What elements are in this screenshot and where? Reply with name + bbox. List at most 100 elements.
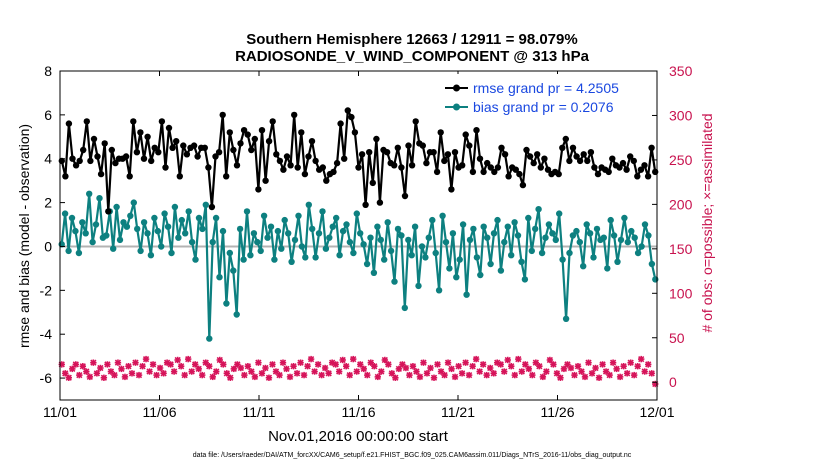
rmse-point <box>215 149 223 156</box>
bias-point <box>130 199 137 206</box>
rmse-point <box>223 173 230 180</box>
obs-assimilated-marker <box>213 368 220 375</box>
obs-assimilated-marker <box>364 371 371 379</box>
bias-point <box>226 249 233 257</box>
x-axis-ticks: 11/01 11/06 11/11 11/16 11/21 11/26 12/01 <box>43 71 675 420</box>
obs-assimilated-marker <box>237 364 245 372</box>
obs-assimilated-marker <box>293 370 301 377</box>
bias-point <box>480 223 487 230</box>
obs-assimilated-marker <box>325 370 332 377</box>
rmse-point <box>537 164 544 171</box>
obs-assimilated-marker <box>430 374 438 381</box>
rmse-point <box>541 155 548 162</box>
rmse-point <box>408 162 416 169</box>
legend-rmse-marker <box>453 84 460 92</box>
obs-assimilated-marker <box>392 374 399 381</box>
right-axis-ticks: 0 50 100 150 200 250 300 350 <box>652 63 693 390</box>
rmse-point <box>441 157 448 165</box>
bias-point <box>453 274 460 281</box>
obs-assimilated-marker <box>609 359 617 366</box>
bias-point <box>477 271 484 279</box>
right-tick-label: 50 <box>669 330 685 346</box>
obs-assimilated-marker <box>613 365 620 373</box>
obs-assimilated-marker <box>251 373 259 381</box>
bias-point <box>257 247 264 255</box>
obs-assimilated-marker <box>111 371 118 379</box>
bias-point <box>511 219 518 226</box>
rmse-point <box>584 157 591 165</box>
bias-point <box>357 230 364 237</box>
rmse-point <box>333 159 341 167</box>
obs-assimilated-marker <box>479 361 487 368</box>
legend-box <box>440 74 647 118</box>
rmse-point <box>105 208 112 215</box>
rmse-point <box>376 199 384 206</box>
bias-point <box>278 245 285 252</box>
bias-point <box>590 254 597 261</box>
obs-assimilated-marker <box>65 374 72 381</box>
obs-assimilated-marker <box>83 368 90 375</box>
bias-point <box>439 212 446 219</box>
obs-assimilated-marker <box>343 363 350 370</box>
bias-point <box>610 232 618 239</box>
bias-point <box>473 254 481 261</box>
bias-point <box>144 230 151 237</box>
bias-point <box>312 254 319 261</box>
bias-point <box>288 258 295 265</box>
rmse-point <box>634 173 641 180</box>
obs-assimilated-marker <box>227 374 234 381</box>
bias-point <box>538 249 546 257</box>
obs-assimilated-marker <box>121 373 129 381</box>
bias-point <box>185 208 192 215</box>
bias-point <box>281 216 288 224</box>
bias-point <box>195 214 203 222</box>
obs-assimilated-marker <box>553 370 561 377</box>
bias-point <box>504 223 511 230</box>
obs-assimilated-marker <box>339 356 346 364</box>
rmse-point <box>230 146 237 154</box>
obs-assimilated-marker <box>599 361 606 368</box>
y-tick-label: 4 <box>44 151 52 167</box>
obs-assimilated-marker <box>248 368 255 375</box>
obs-assimilated-marker <box>195 365 202 373</box>
bias-point <box>236 225 244 233</box>
bias-point <box>411 223 419 230</box>
bias-point <box>600 234 607 241</box>
bias-point <box>532 225 539 233</box>
rmse-point <box>233 162 241 169</box>
rmse-point <box>419 142 426 149</box>
bias-point <box>295 212 302 219</box>
right-tick-label: 250 <box>669 152 693 168</box>
bias-point <box>401 304 408 312</box>
rmse-point <box>484 159 491 167</box>
bias-point <box>405 236 412 244</box>
obs-assimilated-marker <box>486 364 494 372</box>
rmse-point <box>516 170 523 178</box>
bias-point <box>628 227 635 235</box>
rmse-point <box>530 159 537 167</box>
bias-point <box>435 287 443 294</box>
bias-point <box>346 238 354 246</box>
obs-assimilated-marker <box>567 364 575 372</box>
bias-point <box>336 252 343 259</box>
obs-assimilated-marker <box>304 363 311 370</box>
bias-point <box>250 230 258 237</box>
rmse-point <box>240 127 248 134</box>
bias-point <box>617 236 625 244</box>
rmse-point <box>62 173 69 180</box>
bias-point <box>446 265 453 272</box>
bias-point <box>302 254 309 261</box>
bias-point <box>528 247 535 255</box>
bias-point <box>387 247 395 255</box>
rmse-point <box>273 151 280 158</box>
obs-assimilated-marker <box>265 374 273 381</box>
bias-point <box>449 230 457 237</box>
rmse-point <box>512 166 519 173</box>
obs-assimilated-marker <box>170 368 178 375</box>
bias-point <box>127 212 134 219</box>
bias-point <box>267 223 275 230</box>
rmse-point <box>237 140 244 147</box>
bias-point <box>140 219 148 226</box>
obs-assimilated-marker <box>634 363 641 370</box>
rmse-point <box>190 142 198 149</box>
